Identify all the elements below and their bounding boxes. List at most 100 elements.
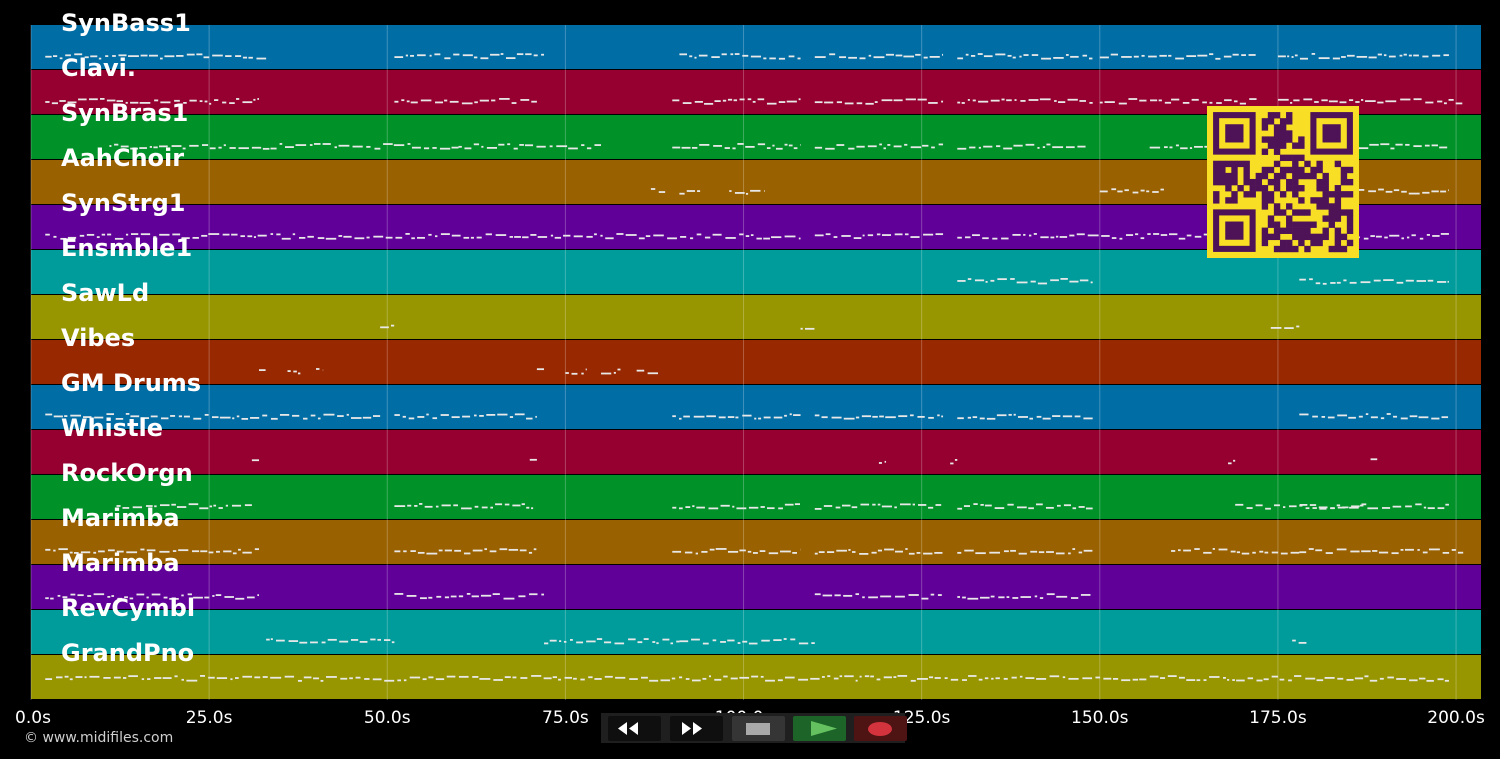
note-segment: [800, 327, 815, 330]
note-segment: [394, 98, 537, 105]
track-label: Clavi.: [61, 54, 137, 82]
note-segment: [45, 548, 260, 555]
note-segment: [1277, 53, 1449, 60]
track-label: Vibes: [61, 324, 136, 352]
track-label: SynBass1: [61, 9, 191, 37]
note-segment: [814, 593, 942, 600]
note-segment: [45, 413, 381, 420]
note-segment: [672, 548, 801, 555]
note-segment: [679, 638, 815, 645]
rewind-icon: [618, 722, 638, 735]
track-row: [31, 340, 1481, 384]
note-segment: [957, 503, 1093, 510]
track-label: GM Drums: [61, 369, 202, 397]
note-segment: [950, 459, 958, 465]
note-segment: [1171, 98, 1257, 105]
record-button[interactable]: [854, 716, 907, 741]
note-segment: [45, 53, 267, 60]
note-segment: [1228, 459, 1236, 465]
track-label: SawLd: [61, 279, 150, 307]
time-tick-label: 175.0s: [1249, 708, 1307, 728]
note-segment: [1292, 639, 1307, 644]
note-segment: [957, 98, 1093, 104]
track-row: [31, 385, 1481, 429]
note-segment: [458, 143, 602, 150]
note-segment: [679, 190, 701, 195]
track-label: Marimba: [61, 549, 180, 577]
note-segment: [287, 370, 301, 375]
track-row: [31, 520, 1481, 564]
stop-button[interactable]: [732, 716, 785, 741]
note-segment: [878, 460, 887, 464]
note-segment: [394, 413, 537, 420]
stop-icon: [746, 723, 770, 735]
note-segment: [380, 324, 395, 329]
note-segment: [1270, 325, 1300, 329]
note-segment: [45, 593, 260, 600]
note-segment: [1099, 188, 1164, 194]
fast-forward-button[interactable]: [670, 716, 723, 741]
note-segment: [814, 503, 942, 510]
note-segment: [672, 503, 800, 510]
note-segment: [1277, 98, 1463, 105]
note-segment: [672, 143, 801, 150]
note-segment: [729, 189, 765, 195]
time-tick-label: 0.0s: [15, 708, 51, 728]
note-segment: [679, 53, 801, 60]
note-segment: [1299, 548, 1464, 555]
note-segment: [650, 188, 666, 193]
note-segment: [266, 638, 395, 644]
note-segment: [1299, 278, 1449, 285]
track-label: AahChoir: [61, 144, 185, 172]
track-label: SynBras1: [61, 99, 189, 127]
note-segment: [1370, 458, 1378, 461]
note-segment: [251, 143, 459, 150]
track-row: [31, 475, 1481, 519]
note-segment: [565, 368, 587, 375]
note-segment: [814, 143, 944, 150]
track-row: [31, 610, 1481, 654]
track-label: Marimba: [61, 504, 180, 532]
note-segment: [1171, 548, 1300, 555]
note-segment: [394, 593, 545, 600]
note-segment: [814, 53, 944, 60]
note-segment: [814, 98, 944, 105]
note-segment: [957, 278, 1093, 285]
note-segment: [636, 369, 659, 375]
note-segment: [672, 413, 801, 420]
note-segment: [1099, 98, 1172, 105]
note-segment: [1299, 503, 1449, 510]
note-segment: [116, 503, 252, 510]
play-button[interactable]: [793, 716, 846, 741]
note-segment: [814, 548, 943, 555]
note-segment: [394, 503, 534, 510]
time-tick-label: 25.0s: [185, 708, 233, 728]
time-tick-label: 200.0s: [1427, 708, 1485, 728]
note-segment: [394, 548, 537, 555]
time-tick-label: 50.0s: [363, 708, 411, 728]
time-tick-label: 125.0s: [892, 708, 951, 728]
time-tick-label: 150.0s: [1071, 708, 1129, 728]
track-row: [31, 565, 1481, 609]
note-segment: [957, 413, 1093, 420]
note-segment: [259, 369, 266, 372]
time-tick-label: 75.0s: [542, 708, 589, 728]
note-segment: [957, 143, 1086, 150]
note-segment: [1299, 413, 1449, 420]
record-icon: [868, 722, 892, 736]
note-segment: [672, 98, 801, 105]
note-segment: [1099, 53, 1256, 60]
track-row: [31, 25, 1481, 69]
note-segment: [109, 143, 249, 150]
track-row: [31, 295, 1481, 339]
track-label: Ensmble1: [61, 234, 193, 262]
note-segment: [45, 98, 260, 105]
track-row: [31, 430, 1481, 474]
note-segment: [529, 458, 537, 461]
track-label: Whistle: [61, 414, 164, 442]
note-segment: [957, 53, 1093, 60]
note-segment: [45, 675, 1449, 682]
rewind-button[interactable]: [608, 716, 661, 741]
note-segment: [536, 368, 545, 371]
fast-forward-icon: [682, 722, 702, 735]
